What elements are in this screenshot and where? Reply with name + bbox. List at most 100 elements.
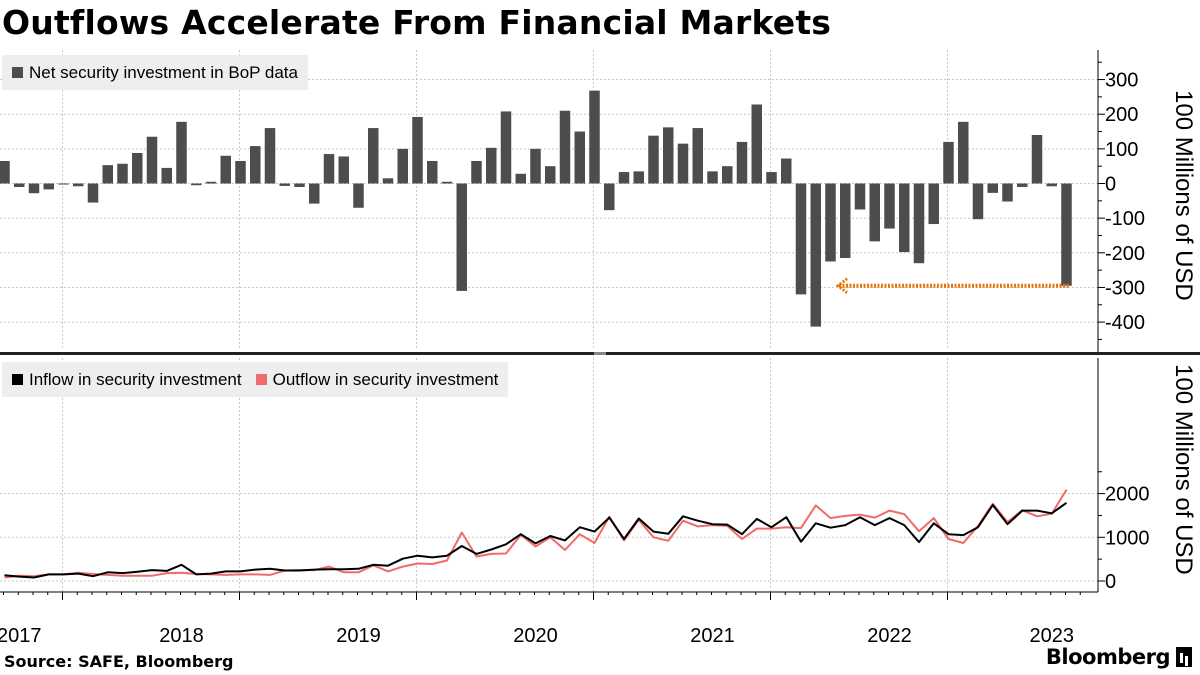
bar-net-investment xyxy=(28,183,40,194)
bar-net-investment xyxy=(633,171,644,184)
bar-net-investment xyxy=(309,183,320,204)
legend-swatch-inflow xyxy=(12,374,23,385)
bar-net-investment xyxy=(1002,183,1013,202)
bar-net-investment xyxy=(500,111,512,184)
bar-net-investment xyxy=(14,183,25,187)
bottom-ytick-label: 2000 xyxy=(1105,484,1150,506)
bar-net-investment xyxy=(441,181,453,184)
bottom-y-axis-label: 100 Millions of USD xyxy=(1170,364,1197,575)
bar-net-investment xyxy=(191,183,202,186)
bar-net-investment xyxy=(545,166,556,184)
bar-net-investment xyxy=(884,183,895,229)
bar-net-investment xyxy=(958,121,969,184)
bar-net-investment xyxy=(677,143,689,184)
x-tick-label: 2019 xyxy=(336,625,381,647)
bottom-legend: Inflow in security investment Outflow in… xyxy=(2,362,509,397)
bar-net-investment xyxy=(1061,183,1072,286)
legend-item-inflow: Inflow in security investment xyxy=(12,370,242,390)
bar-net-investment xyxy=(117,163,128,184)
bar-net-investment xyxy=(795,183,807,295)
bar-net-investment xyxy=(87,183,99,203)
bar-net-investment xyxy=(397,148,408,184)
bar-net-investment xyxy=(810,183,821,327)
bar-net-investment xyxy=(353,183,364,208)
bottom-ytick-label: 1000 xyxy=(1105,527,1150,549)
legend-label-inflow: Inflow in security investment xyxy=(29,369,242,389)
bar-net-investment xyxy=(43,183,54,190)
outflow-line xyxy=(4,489,1068,579)
bar-net-investment xyxy=(1046,183,1057,187)
bar-net-investment xyxy=(102,165,113,184)
bar-net-investment xyxy=(294,183,305,187)
top-legend: Net security investment in BoP data xyxy=(2,55,308,90)
bar-net-investment xyxy=(1031,134,1043,184)
bar-net-investment xyxy=(73,183,84,187)
top-ytick-label: -300 xyxy=(1105,277,1145,299)
top-ytick-label: 200 xyxy=(1105,104,1138,126)
bar-net-investment xyxy=(161,167,172,184)
top-ytick-label: 100 xyxy=(1105,139,1138,161)
bar-net-investment xyxy=(250,146,261,184)
x-tick-label: 2023 xyxy=(1030,625,1075,647)
bar-net-investment xyxy=(205,181,217,184)
legend-label-outflow: Outflow in security investment xyxy=(272,369,499,389)
bar-net-investment xyxy=(279,183,290,186)
x-tick-label: 2017 xyxy=(0,625,42,647)
top-ytick-label: 300 xyxy=(1105,70,1138,92)
bar-net-investment xyxy=(751,104,762,184)
bar-net-investment xyxy=(0,160,10,184)
bar-net-investment xyxy=(692,128,703,184)
arrow-head xyxy=(835,277,848,294)
bar-net-investment xyxy=(854,183,866,210)
bar-net-investment xyxy=(781,158,792,184)
top-y-axis-label: 100 Millions of USD xyxy=(1170,90,1197,301)
bar-net-investment xyxy=(663,127,674,184)
bar-net-investment xyxy=(58,183,69,185)
bar-net-investment xyxy=(382,178,394,184)
bar-net-investment xyxy=(427,160,438,184)
bar-net-investment xyxy=(235,160,246,184)
bar-net-investment xyxy=(486,147,497,184)
terminal-icon xyxy=(1176,647,1192,667)
bar-net-investment xyxy=(913,183,925,264)
bar-net-investment xyxy=(825,183,836,262)
bar-net-investment xyxy=(530,148,541,184)
bar-net-investment xyxy=(338,156,349,184)
bar-net-investment xyxy=(559,110,571,184)
top-ytick-label: -100 xyxy=(1105,208,1145,230)
bar-net-investment xyxy=(972,183,984,220)
bar-net-investment xyxy=(589,90,600,184)
legend-swatch-net xyxy=(12,67,23,78)
bar-net-investment xyxy=(176,121,187,184)
bar-net-investment xyxy=(736,141,748,184)
bar-net-investment xyxy=(264,128,276,184)
x-tick-label: 2020 xyxy=(513,625,558,647)
x-tick-label: 2018 xyxy=(159,625,204,647)
bloomberg-logo: Bloomberg xyxy=(1046,645,1192,669)
bar-net-investment xyxy=(323,154,335,184)
top-ytick-label: -200 xyxy=(1105,243,1145,265)
legend-item-outflow: Outflow in security investment xyxy=(255,369,499,390)
bar-net-investment xyxy=(456,183,467,291)
annotation-arrow xyxy=(835,277,1069,294)
legend-item-net: Net security investment in BoP data xyxy=(12,63,298,83)
panel-resize-handle xyxy=(594,352,606,355)
bottom-ytick-label: 0 xyxy=(1105,571,1116,593)
bar-net-investment xyxy=(368,128,379,184)
bar-net-investment xyxy=(146,136,158,184)
inflow-line xyxy=(4,501,1068,579)
brand-name: Bloomberg xyxy=(1045,645,1171,669)
legend-swatch-outflow xyxy=(255,374,267,385)
bar-net-investment xyxy=(515,173,526,184)
bar-net-investment xyxy=(928,183,939,225)
bar-net-investment xyxy=(574,131,585,184)
bar-net-investment xyxy=(840,183,851,258)
bar-net-investment xyxy=(1017,183,1028,187)
bar-net-investment xyxy=(648,135,659,184)
legend-label-net: Net security investment in BoP data xyxy=(29,62,298,82)
x-tick-label: 2021 xyxy=(690,625,735,647)
net-investment-bars xyxy=(0,90,1072,327)
bar-net-investment xyxy=(412,116,423,184)
